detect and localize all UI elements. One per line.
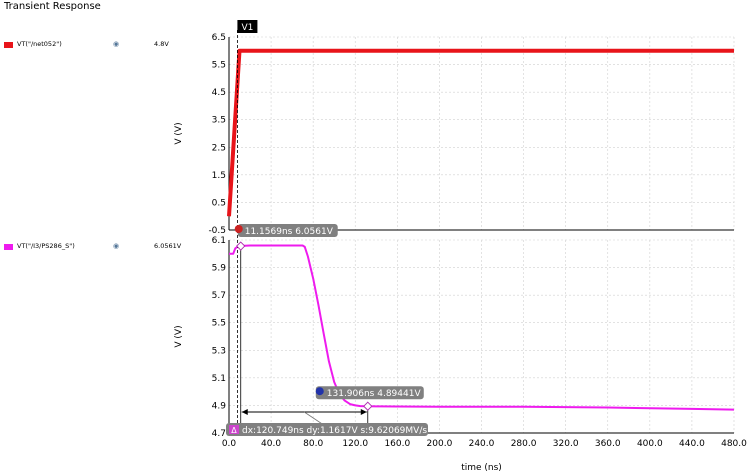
delta-icon — [229, 425, 239, 434]
x-tick-label: 400.0 — [637, 439, 663, 449]
marker-b-label-bg — [315, 386, 424, 400]
x-tick-label: 160.0 — [384, 439, 410, 449]
y-tick-label: 0.5 — [212, 198, 226, 208]
plot-panel-0: 6.5 5.5 4.5 3.5 2.5 1.5 0.5 -0.5 V (V) — [174, 33, 735, 236]
plot-panel-1: 6.1 5.9 5.7 5.5 5.3 5.1 4.9 4.7 V (V) — [174, 236, 735, 439]
y-tick-label: 5.7 — [212, 291, 226, 301]
x-tick-label: 240.0 — [469, 439, 495, 449]
y-tick-label: -0.5 — [208, 226, 226, 236]
delta-icon-glyph: Δ — [231, 426, 237, 435]
x-tick-label: 320.0 — [553, 439, 579, 449]
y-tick-label: 5.9 — [212, 264, 227, 274]
y-tick-label: 5.3 — [212, 346, 226, 356]
delta-arrow-head-left — [241, 409, 248, 415]
y-tick-label: 5.5 — [212, 319, 226, 329]
v1-marker-label: V1 — [241, 23, 253, 33]
x-axis-label: time (ns) — [461, 463, 502, 473]
delta-label-bg — [226, 423, 428, 436]
delta-arrow-head-right — [360, 409, 367, 415]
y-tick-label: 4.7 — [212, 429, 226, 439]
x-tick-label: 440.0 — [679, 439, 705, 449]
marker-b-icon — [315, 387, 324, 396]
marker-b-label: 131.906ns 4.89441V — [327, 389, 422, 399]
y-tick-label: 5.5 — [212, 61, 226, 71]
x-tick-label: 480.0 — [721, 439, 747, 449]
y-tick-label: 3.5 — [212, 116, 226, 126]
legend-swatch-top — [4, 42, 13, 48]
legend-series-value-top: 4.8V — [154, 40, 169, 48]
y-axis-label: V (V) — [174, 325, 184, 347]
delta-leader-line — [304, 411, 323, 425]
eye-icon[interactable]: ◉ — [113, 40, 120, 48]
legend-swatch-bottom — [4, 244, 13, 250]
eye-icon[interactable]: ◉ — [113, 242, 120, 250]
y-tick-label: 1.5 — [212, 171, 226, 181]
y-tick-label: 4.9 — [212, 401, 227, 411]
x-tick-label: 0.0 — [222, 439, 237, 449]
v1-marker-badge — [237, 20, 258, 33]
x-tick-label: 120.0 — [342, 439, 368, 449]
marker-point-b — [363, 401, 373, 411]
legend-series-name-bottom: VT("/I3/PS286_S") — [17, 242, 75, 250]
y-tick-label: 6.1 — [212, 236, 226, 246]
x-tick-label: 360.0 — [595, 439, 621, 449]
y-axis-label: V (V) — [174, 122, 184, 144]
y-tick-label: 6.5 — [212, 33, 226, 43]
series-line-0 — [227, 48, 734, 217]
y-tick-label: 4.5 — [212, 88, 226, 98]
x-tick-label: 200.0 — [427, 439, 453, 449]
marker-a-icon — [234, 225, 243, 233]
y-tick-label: 2.5 — [212, 143, 226, 153]
delta-label: dx:120.749ns dy:1.1617V s:9.62069MV/s — [242, 426, 427, 436]
x-tick-label: 280.0 — [511, 439, 537, 449]
marker-point-a — [236, 241, 246, 251]
y-tick-label: 5.1 — [212, 374, 226, 384]
x-tick-label: 40.0 — [261, 439, 281, 449]
x-tick-label: 80.0 — [303, 439, 323, 449]
marker-a-label-bg — [237, 224, 338, 237]
legend-series-value-bottom: 6.0561V — [154, 242, 182, 250]
legend-series-name-top: VT("/net052") — [17, 40, 62, 48]
page-title: Transient Response — [4, 1, 101, 12]
marker-a-label: 11.1569ns 6.0561V — [245, 227, 334, 237]
